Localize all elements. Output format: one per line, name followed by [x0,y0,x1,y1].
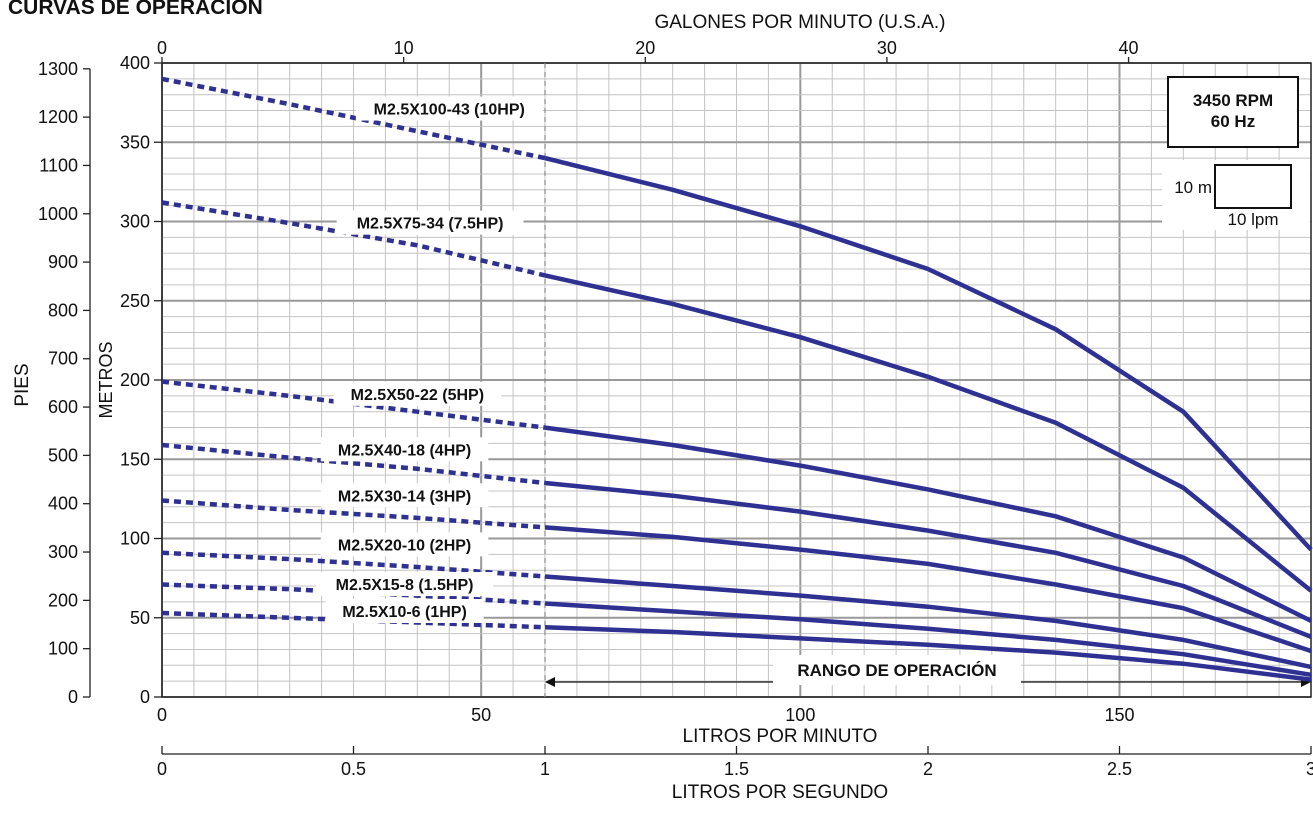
y-tick-feet: 0 [68,687,78,707]
scale-key-horizontal: 10 lpm [1227,210,1278,229]
series-label-3: M2.5X40-18 (4HP) [338,442,471,459]
y-tick-feet: 500 [48,445,78,465]
x-tick-lps: 0 [157,759,167,779]
y-tick-feet: 200 [48,590,78,610]
series-label-2: M2.5X50-22 (5HP) [351,387,484,404]
x-axis-label-gpm: GALONES POR MINUTO (U.S.A.) [654,12,945,33]
operating-range-label: RANGO DE OPERACIÓN [797,661,996,680]
series-label-bg-5 [320,532,489,557]
x-tick-gpm: 40 [1119,38,1139,58]
series-label-0: M2.5X100-43 (10HP) [374,102,525,119]
x-axis-label-lpm: LITROS POR MINUTO [683,726,878,747]
y-tick-feet: 600 [48,397,78,417]
series-label-bg-0 [355,96,543,121]
y-tick-meters: 150 [120,449,150,469]
series-label-bg-2 [333,381,502,406]
x-tick-lpm: 150 [1104,705,1134,725]
curve-dashed-6 [161,582,546,606]
series-label-bg-3 [320,437,489,462]
x-axis-label-lps: LITROS POR SEGUNDO [672,782,888,803]
y-tick-feet: 1300 [38,59,78,79]
curve-dashed-4 [161,498,546,530]
rpm-box-line2: 60 Hz [1211,112,1255,131]
series-label-7: M2.5X10-6 (1HP) [342,604,467,621]
labels: M2.5X100-43 (10HP) M2.5X75-34 (7.5HP) M2.5… [8,0,1310,623]
x-tick-lpm: 50 [471,705,491,725]
y-tick-meters: 400 [120,53,150,73]
curve-solid-0 [544,155,1313,552]
curve-solid-4 [544,525,1312,654]
operating-range-label-bg [773,655,1021,685]
x-tick-lps: 2.5 [1107,759,1132,779]
x-tick-lpm: 100 [785,705,815,725]
y-tick-feet: 100 [48,639,78,659]
y-tick-feet: 900 [48,252,78,272]
x-tick-lps: 1 [540,759,550,779]
x-tick-lpm: 0 [157,705,167,725]
x-tick-gpm: 20 [635,38,655,58]
y-tick-meters: 100 [120,529,150,549]
y-axis-label-feet: PIES [12,363,33,406]
curve-solid-3 [544,480,1312,639]
series-label-6: M2.5X15-8 (1.5HP) [336,577,474,594]
curve-dashed-7 [161,610,546,630]
scale-key-vertical: 10 m [1174,178,1212,197]
series-label-bg-6 [315,572,494,597]
operating-range-arrowhead-left [545,677,555,687]
curve-dashed-3 [161,442,546,486]
series-label-bg-4 [320,483,489,508]
y-tick-feet: 700 [48,349,78,369]
y-tick-feet: 1100 [39,155,78,175]
series-label-1: M2.5X75-34 (7.5HP) [357,216,504,233]
x-tick-gpm: 30 [877,38,897,58]
y-tick-meters: 350 [120,132,150,152]
y-tick-feet: 1200 [38,107,78,127]
x-tick-gpm: 10 [394,38,414,58]
x-tick-lps: 1.5 [724,759,749,779]
y-tick-meters: 300 [120,212,150,232]
curve-solid-5 [544,574,1312,670]
y-tick-feet: 1000 [38,204,78,224]
curve-dashed-5 [161,550,546,579]
y-axis-label-meters: METROS [96,341,116,418]
y-tick-meters: 50 [130,608,150,628]
y-tick-meters: 200 [120,370,150,390]
y-tick-meters: 250 [120,291,150,311]
scale-key-box [1214,164,1292,209]
rpm-box-line1: 3450 RPM [1193,91,1273,110]
curve-solid-6 [544,601,1312,678]
curve-solid-2 [544,425,1313,623]
series-label-bg-7 [325,598,484,623]
series-label-5: M2.5X20-10 (2HP) [338,537,471,554]
x-tick-lps: 0.5 [341,759,366,779]
y-tick-feet: 800 [48,300,78,320]
curve-dashed-0 [161,76,546,161]
operating-range: RANGO DE OPERACIÓN [544,63,1311,697]
y-tick-meters: 0 [140,687,150,707]
chart-title: CURVAS DE OPERACIÓN [8,0,263,19]
y-tick-feet: 400 [48,494,78,514]
x-tick-lps: 2 [923,759,933,779]
y-tick-feet: 300 [48,542,78,562]
curves [161,76,1313,682]
series-label-4: M2.5X30-14 (3HP) [338,488,471,505]
x-tick-lps: 3 [1306,759,1313,779]
series-label-bg-1 [336,210,524,235]
rpm-box [1167,76,1299,148]
curve-solid-1 [544,273,1313,593]
x-tick-gpm: 0 [157,38,167,58]
